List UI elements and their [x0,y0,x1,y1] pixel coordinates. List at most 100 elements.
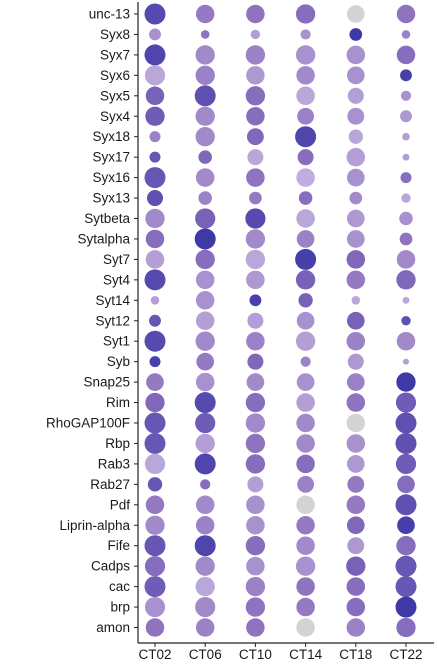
dot [246,270,265,290]
dot [149,356,161,368]
y-tick-label: Syt12 [95,313,130,328]
y-tick-label: Syx13 [92,191,130,206]
dot [149,151,161,163]
dot [295,270,316,290]
dot [145,618,165,637]
y-tick-label: Sytalpha [77,231,130,246]
dot [198,191,212,205]
dot [195,106,215,126]
x-tick-label: CT02 [138,647,171,662]
dot [298,191,313,205]
dot [347,475,365,493]
dot [296,86,315,106]
dot [246,128,264,146]
dot [396,270,416,290]
dot [145,515,165,535]
dot [247,353,264,370]
dot [146,373,164,391]
dot [346,455,365,473]
y-tick-label: Syx7 [100,47,130,62]
dot [245,45,266,65]
dot [347,107,365,125]
y-tick-label: Syx18 [92,129,130,144]
dot [246,618,265,637]
y-tick-label: Rim [106,395,130,410]
dot [145,392,165,413]
y-tick-label: Cadps [91,559,130,574]
dot [196,352,215,371]
y-tick-label: amon [96,620,130,635]
y-tick-label: Sytbeta [84,211,130,226]
dot [245,536,266,556]
dot [144,412,166,434]
dot [395,596,417,618]
dot [401,193,411,203]
dot [144,3,166,25]
dot [295,556,316,576]
x-tick-label: CT18 [339,647,372,662]
dot [349,191,363,205]
dot [144,596,166,618]
y-tick-label: Syt1 [103,334,130,349]
dot [349,28,363,41]
y-tick-label: cac [109,579,130,594]
dot [200,479,211,490]
y-tick-label: Syt7 [103,252,130,267]
dot [346,373,365,391]
dot [296,454,315,474]
y-tick-label: Syt4 [103,272,131,287]
y-tick-label: Fife [107,538,130,553]
dot [396,250,416,269]
dot [396,45,416,65]
dot [395,494,417,516]
x-tick-label: CT22 [389,647,422,662]
dot [145,106,165,126]
dot [144,576,166,598]
dot [395,576,417,598]
x-tick-label: CT14 [289,647,323,662]
y-tick-label: Syx16 [92,170,130,185]
dot [346,311,365,330]
y-tick-label: Rab3 [98,456,130,471]
dot [150,296,160,305]
dot [195,556,215,576]
dot [195,270,215,290]
dot [351,296,361,305]
dot [246,66,265,85]
dot [347,87,364,104]
y-tick-label: Syx8 [100,27,130,42]
dot [194,392,216,414]
dot [346,250,366,269]
dot [195,372,215,392]
dot [195,168,215,187]
y-axis-labels: unc-13 Syx8 Syx7 Syx6 Syx5 Syx4 Syx18 Syx17 Syx1… [46,7,138,635]
dot [144,330,166,352]
dot [247,149,264,166]
dot [346,556,366,576]
dot [246,373,265,391]
dot [145,495,165,515]
dot [147,477,163,492]
x-axis-labels: CT02 CT06 CT10 CT14 CT18 CT22 [138,643,423,662]
dot [346,577,366,596]
dot [149,28,161,41]
dot [396,4,416,24]
dot [346,413,366,433]
dot [347,353,364,370]
x-tick-label: CT10 [239,647,272,662]
dot [195,515,215,535]
y-tick-label: RhoGAP100F [46,416,130,431]
y-tick-label: Syt14 [95,293,130,308]
dot [402,153,410,161]
dot [200,30,210,39]
dot [346,66,365,85]
dot [194,228,216,250]
dot [346,168,365,187]
dot [346,516,365,535]
dot [246,106,265,126]
dot [195,45,215,65]
y-tick-label: Syx5 [100,88,130,103]
dot [247,312,264,329]
dot [195,208,216,229]
